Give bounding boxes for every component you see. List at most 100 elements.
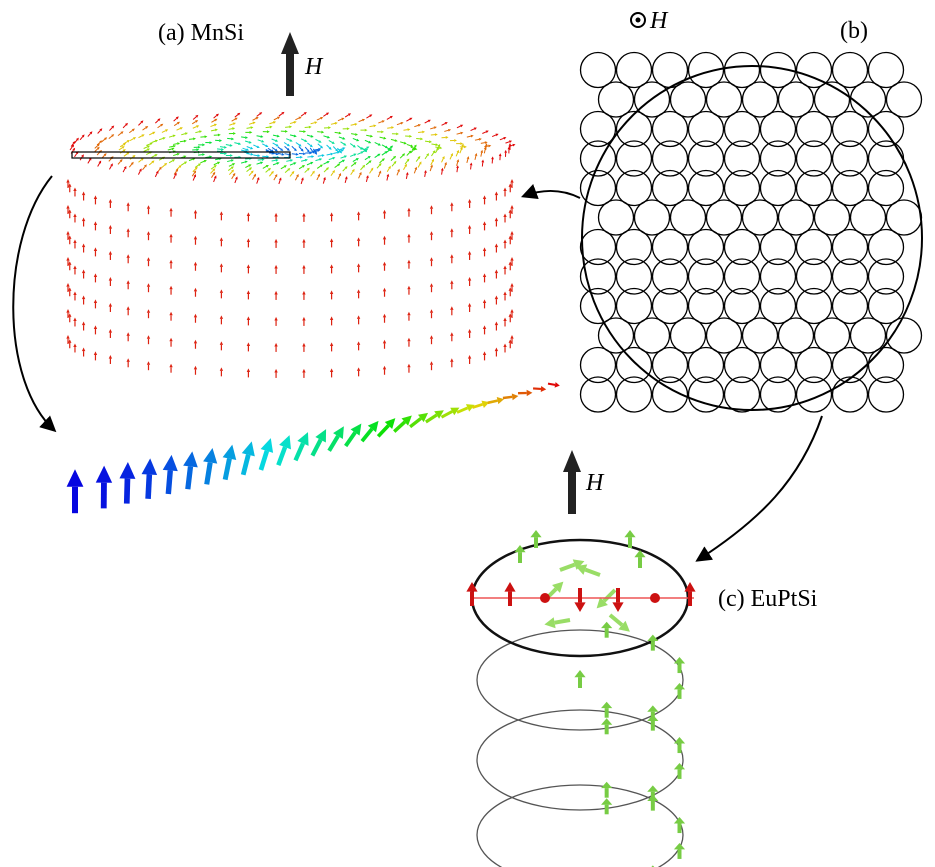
- spin-arrow: [495, 244, 498, 248]
- spin-arrow: [305, 159, 308, 162]
- skyrmion: [815, 200, 850, 235]
- spin-arrow: [503, 317, 506, 321]
- spin-arrow: [407, 234, 410, 238]
- spin-arrow: [274, 213, 277, 217]
- spin-arrow: [601, 782, 612, 788]
- spin-arrow: [357, 153, 361, 155]
- spin-arrow: [339, 161, 343, 163]
- spin-arrow: [318, 144, 321, 147]
- spin-arrow: [169, 161, 173, 163]
- spin-arrow: [548, 384, 555, 385]
- spin-arrow: [397, 123, 401, 124]
- spin-arrow: [488, 401, 498, 403]
- spin-arrow: [585, 570, 600, 575]
- spin-arrow: [257, 163, 261, 164]
- spin-arrow: [94, 325, 97, 329]
- spin-arrow: [380, 160, 383, 163]
- spin-arrow: [365, 129, 368, 132]
- spin-arrow: [406, 119, 410, 121]
- spin-arrow: [319, 158, 322, 161]
- spin-arrow: [405, 161, 408, 164]
- skyrmion: [815, 318, 850, 353]
- spin-arrow: [73, 343, 76, 347]
- spin-arrow: [305, 147, 308, 150]
- spin-arrow: [503, 239, 506, 243]
- spin-arrow: [138, 122, 141, 125]
- skyrmion: [671, 82, 706, 117]
- spin-arrow: [482, 132, 486, 134]
- spin-arrow: [290, 135, 294, 136]
- spin-arrow: [149, 162, 152, 165]
- spin-arrow: [228, 129, 232, 130]
- spin-arrow: [224, 146, 227, 149]
- spin-arrow: [414, 125, 418, 126]
- spin-arrow: [294, 135, 297, 138]
- spin-arrow: [246, 148, 249, 151]
- spin-arrow: [220, 237, 223, 241]
- spin-arrow: [468, 225, 471, 229]
- spin-arrow: [330, 342, 333, 346]
- spin-arrow: [274, 118, 278, 120]
- spin-arrow: [296, 142, 299, 144]
- spin-arrow: [500, 138, 504, 140]
- spin-arrow: [126, 280, 129, 284]
- spin-arrow: [292, 146, 295, 149]
- spin-arrow: [444, 162, 447, 165]
- spin-arrow: [228, 168, 231, 171]
- spin-arrow: [444, 130, 448, 131]
- spin-arrow: [169, 364, 172, 368]
- spin-arrow: [510, 231, 513, 235]
- spin-arrow: [510, 335, 513, 339]
- spin-arrow: [406, 172, 409, 175]
- spin-arrow: [503, 397, 512, 398]
- spin-arrow: [383, 236, 386, 240]
- skyrmion: [869, 53, 904, 88]
- spin-arrow: [94, 299, 97, 303]
- spin-arrow: [416, 158, 418, 161]
- spin-arrow: [148, 475, 149, 499]
- spin-arrow: [276, 159, 279, 162]
- spin-arrow: [378, 122, 382, 123]
- spin-arrow: [410, 144, 413, 147]
- spin-arrow: [220, 289, 223, 293]
- spin-arrow: [353, 159, 357, 161]
- spin-arrow: [231, 159, 234, 162]
- spin-arrow: [73, 213, 76, 217]
- spin-arrow: [329, 140, 333, 142]
- spin-arrow: [198, 146, 201, 149]
- spin-arrow: [253, 155, 257, 156]
- spin-arrow: [357, 341, 360, 345]
- spin-arrow: [299, 146, 302, 149]
- spin-arrow: [241, 162, 245, 163]
- spin-arrow: [467, 136, 471, 137]
- spin-arrow: [387, 168, 389, 172]
- spin-arrow: [129, 164, 132, 167]
- spin-arrow: [338, 119, 342, 121]
- spin-arrow: [435, 149, 437, 153]
- spin-arrow: [231, 137, 234, 140]
- spin-arrow: [126, 202, 129, 206]
- spin-arrow: [420, 137, 423, 140]
- spin-arrow: [202, 143, 205, 146]
- spin-arrow: [330, 238, 333, 242]
- spin-arrow: [285, 146, 288, 149]
- spin-arrow: [560, 565, 575, 570]
- spin-arrow: [407, 144, 411, 145]
- skyrmion: [671, 200, 706, 235]
- spin-arrow: [169, 286, 172, 290]
- spin-arrow: [403, 166, 405, 170]
- spin-arrow: [194, 340, 197, 344]
- spin-arrow: [407, 338, 410, 342]
- spin-arrow: [504, 582, 515, 592]
- spin-arrow: [151, 141, 155, 142]
- spin-arrow: [366, 175, 369, 178]
- spin-arrow: [66, 231, 69, 235]
- spin-arrow: [126, 254, 129, 258]
- spin-arrow: [278, 153, 282, 154]
- spin-arrow: [407, 286, 410, 290]
- spin-arrow: [457, 162, 458, 166]
- spin-arrow: [118, 133, 121, 136]
- spin-arrow: [301, 180, 302, 184]
- spin-arrow: [211, 167, 214, 169]
- skyrmion: [779, 318, 814, 353]
